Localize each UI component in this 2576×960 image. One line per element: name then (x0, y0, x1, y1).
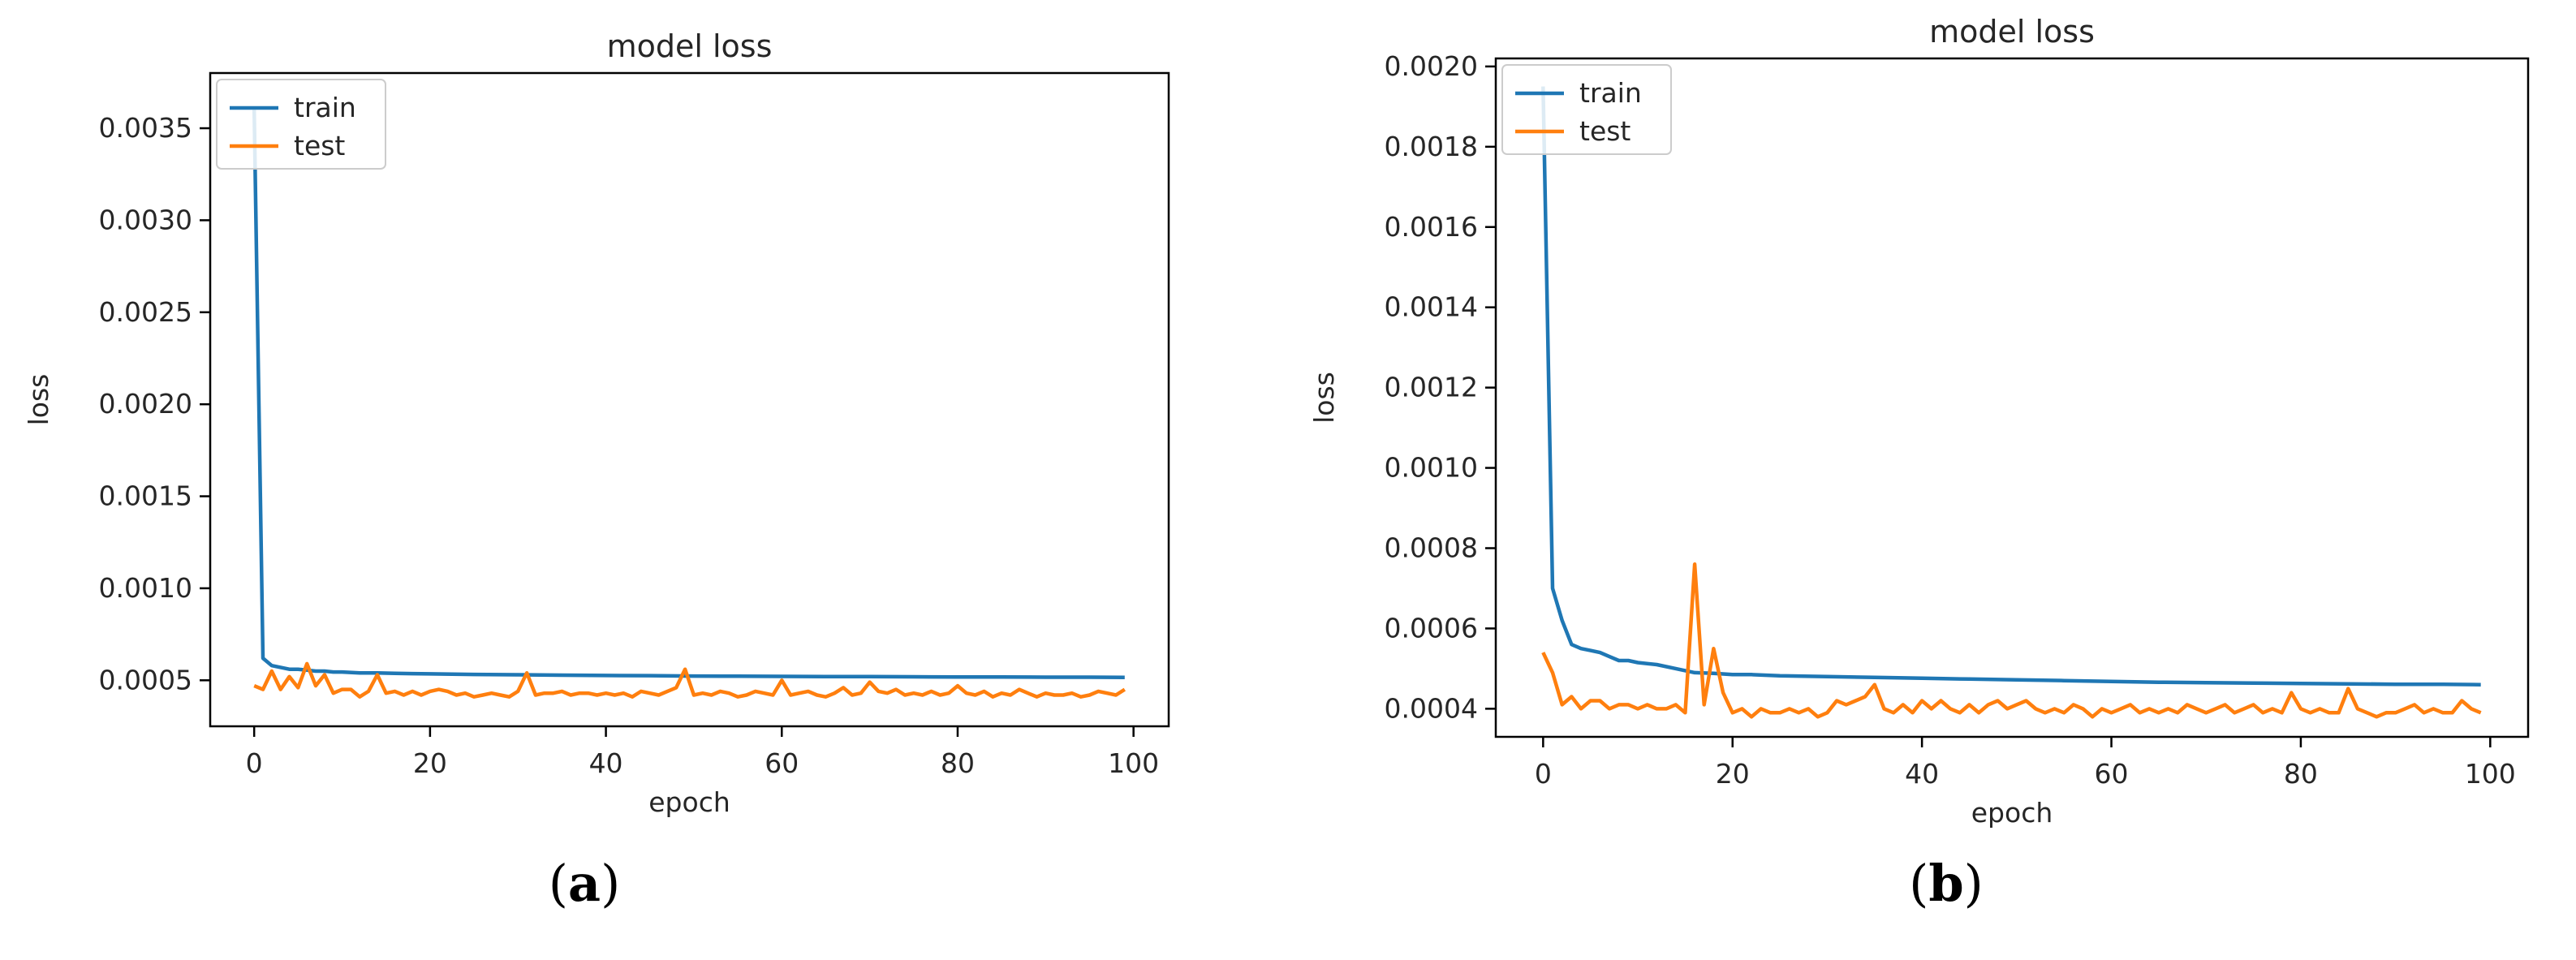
y-tick-label: 0.0025 (99, 296, 192, 328)
panel-caption: (b) (1909, 854, 1984, 913)
y-tick-label: 0.0030 (99, 204, 192, 235)
y-tick-label: 0.0016 (1385, 211, 1478, 243)
y-tick-label: 0.0012 (1385, 372, 1478, 403)
legend-label-train: train (1579, 77, 1642, 109)
panel-caption: (a) (549, 854, 621, 913)
legend-label-train: train (294, 92, 356, 123)
y-axis-label: loss (23, 374, 54, 426)
x-tick-label: 40 (589, 747, 623, 779)
series-line-train (1541, 86, 2481, 687)
chart-panel-b: 0 20 40 60 80 100 0.0004 0.0006 0.0008 0.0010 0.00… (1308, 14, 2530, 913)
y-tick-label: 0.0010 (99, 572, 192, 604)
x-axis-label: epoch (648, 786, 730, 818)
legend-label-test: test (1579, 115, 1630, 147)
x-tick-label: 80 (2284, 758, 2318, 790)
plot-frame (1494, 57, 2530, 738)
y-tick-label: 0.0015 (99, 480, 192, 512)
x-tick-label: 60 (2095, 758, 2129, 790)
legend-label-test: test (294, 130, 345, 161)
y-tick-label: 0.0010 (1385, 452, 1478, 484)
x-axis-label: epoch (1971, 797, 2053, 829)
y-tick-label: 0.0008 (1385, 532, 1478, 564)
x-tick-label: 20 (1716, 758, 1750, 790)
y-tick-label: 0.0020 (1385, 50, 1478, 82)
x-tick-label: 80 (941, 747, 975, 779)
y-tick-label: 0.0004 (1385, 692, 1478, 724)
x-tick-label: 0 (246, 747, 263, 779)
series-line-train (252, 110, 1125, 679)
legend: train test (216, 79, 386, 170)
x-tick-label: 100 (2465, 758, 2516, 790)
x-tick-label: 20 (413, 747, 447, 779)
series-line-test (253, 661, 1126, 699)
x-tick-label: 60 (765, 747, 799, 779)
chart-title: model loss (1929, 14, 2095, 50)
x-tick-label: 100 (1108, 747, 1159, 779)
series-line-test (1541, 562, 2482, 719)
panel-letter: a (568, 854, 601, 913)
y-tick-label: 0.0005 (99, 664, 192, 695)
panel-letter: b (1928, 854, 1963, 913)
x-tick-label: 0 (1535, 758, 1552, 790)
y-tick-label: 0.0018 (1385, 131, 1478, 162)
y-tick-label: 0.0035 (99, 112, 192, 144)
chart-title: model loss (607, 28, 773, 64)
x-tick-label: 40 (1905, 758, 1939, 790)
y-axis-label: loss (1308, 372, 1340, 424)
y-tick-label: 0.0014 (1385, 291, 1478, 323)
plot-frame (209, 71, 1170, 728)
y-tick-label: 0.0006 (1385, 612, 1478, 644)
legend: train test (1501, 64, 1672, 155)
chart-panel-a: 0 20 40 60 80 100 0.0005 0.0010 0.0015 0.0020 0.00… (23, 28, 1170, 913)
y-tick-label: 0.0020 (99, 388, 192, 420)
